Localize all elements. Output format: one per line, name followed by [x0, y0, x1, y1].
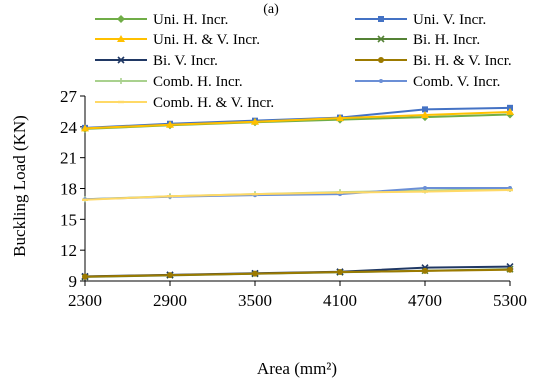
legend-label: Uni. H. Incr.: [153, 12, 228, 28]
legend-item-uni-h-v-incr: Uni. H. & V. Incr.: [95, 32, 260, 48]
legend-label: Bi. H. & V. Incr.: [413, 53, 512, 69]
data-point-comb-h-v-incr: [82, 198, 88, 202]
legend-item-comb-h-v-incr: Comb. H. & V. Incr.: [95, 95, 274, 111]
series-uni-h-v-incr: [81, 107, 514, 132]
legend-item-bi-h-incr: Bi. H. Incr.: [355, 32, 480, 48]
legend-swatch-marker: [118, 78, 124, 84]
y-tick-label: 12: [60, 241, 77, 260]
data-point-uni-v-incr: [507, 104, 513, 111]
legend-swatch-marker: [117, 15, 125, 23]
data-point-uni-v-incr: [422, 106, 428, 113]
legend-swatch-marker: [377, 35, 385, 43]
legend-label: Comb. H. Incr.: [153, 74, 243, 90]
y-tick-label: 9: [69, 272, 78, 291]
data-point-uni-h-v-incr: [506, 107, 514, 115]
data-point-uni-h-v-incr: [166, 120, 174, 128]
data-point-bi-h-v-incr: [167, 272, 173, 279]
legend-label: Comb. H. & V. Incr.: [153, 95, 274, 111]
series-comb-h-v-incr: [82, 188, 513, 202]
y-axis-title: Buckling Load (KN): [10, 115, 29, 257]
x-axis-title: Area (mm²): [257, 359, 337, 378]
legend-label: Uni. V. Incr.: [413, 12, 486, 28]
legend-swatch-marker: [378, 16, 384, 22]
data-point-bi-h-v-incr: [337, 268, 343, 275]
legend-swatch-marker: [117, 35, 125, 42]
legend-item-bi-h-v-incr: Bi. H. & V. Incr.: [355, 53, 512, 69]
x-tick-label: 4100: [323, 291, 357, 310]
legend-swatch-marker: [378, 57, 384, 63]
legend-item-uni-h-incr: Uni. H. Incr.: [95, 12, 228, 28]
data-point-comb-h-v-incr: [167, 195, 173, 198]
series-layer: [81, 104, 514, 281]
data-point-bi-h-v-incr: [507, 266, 513, 273]
data-point-comb-h-v-incr: [337, 191, 343, 194]
y-tick-label: 27: [60, 87, 78, 106]
y-tick-label: 18: [60, 180, 77, 199]
legend-label: Bi. V. Incr.: [153, 53, 218, 69]
legend-item-bi-v-incr: Bi. V. Incr.: [95, 53, 218, 69]
data-point-bi-h-v-incr: [422, 267, 428, 274]
legend-label: Comb. V. Incr.: [413, 74, 500, 90]
data-point-comb-h-v-incr: [422, 190, 428, 193]
data-point-comb-v-incr: [423, 185, 427, 190]
data-point-uni-h-v-incr: [421, 111, 429, 119]
x-tick-label: 2300: [68, 291, 102, 310]
series-bi-h-v-incr: [82, 266, 513, 280]
y-tick-label: 21: [60, 149, 77, 168]
data-point-uni-h-v-incr: [336, 114, 344, 122]
y-tick-label: 24: [60, 118, 78, 137]
axes: 2300 2900 3500 4100 4700 5300 9 12 15 18 21 24 27: [60, 87, 527, 310]
legend-item-comb-v-incr: Comb. V. Incr.: [355, 74, 500, 90]
legend-swatch-marker: [379, 79, 383, 83]
data-point-comb-h-v-incr: [507, 188, 513, 192]
legend-swatch-marker: [118, 100, 124, 104]
y-tick-label: 15: [60, 210, 77, 229]
legend-label: Uni. H. & V. Incr.: [153, 32, 260, 48]
chart-subtitle: (a): [263, 2, 279, 17]
data-point-uni-h-v-incr: [251, 117, 259, 125]
x-tick-label: 2900: [153, 291, 187, 310]
x-tick-label: 4700: [408, 291, 442, 310]
legend: Uni. H. Incr. Uni. V. Incr. Uni. H. & V. I…: [95, 12, 512, 111]
x-tick-label: 3500: [238, 291, 272, 310]
data-point-comb-h-v-incr: [252, 192, 258, 196]
series-line-comb-h-v-incr: [84, 189, 511, 201]
series-line-bi-h-v-incr: [84, 268, 511, 278]
data-point-bi-h-v-incr: [82, 273, 88, 280]
legend-swatch-marker: [117, 56, 125, 64]
data-point-bi-h-v-incr: [252, 270, 258, 277]
legend-item-uni-v-incr: Uni. V. Incr.: [355, 12, 486, 28]
series-line-uni-h-incr: [84, 113, 511, 130]
series-line-uni-h-v-incr: [84, 110, 511, 130]
data-point-uni-h-v-incr: [81, 124, 89, 132]
legend-label: Bi. H. Incr.: [413, 32, 480, 48]
x-tick-label: 5300: [493, 291, 527, 310]
legend-item-comb-h-incr: Comb. H. Incr.: [95, 74, 243, 90]
